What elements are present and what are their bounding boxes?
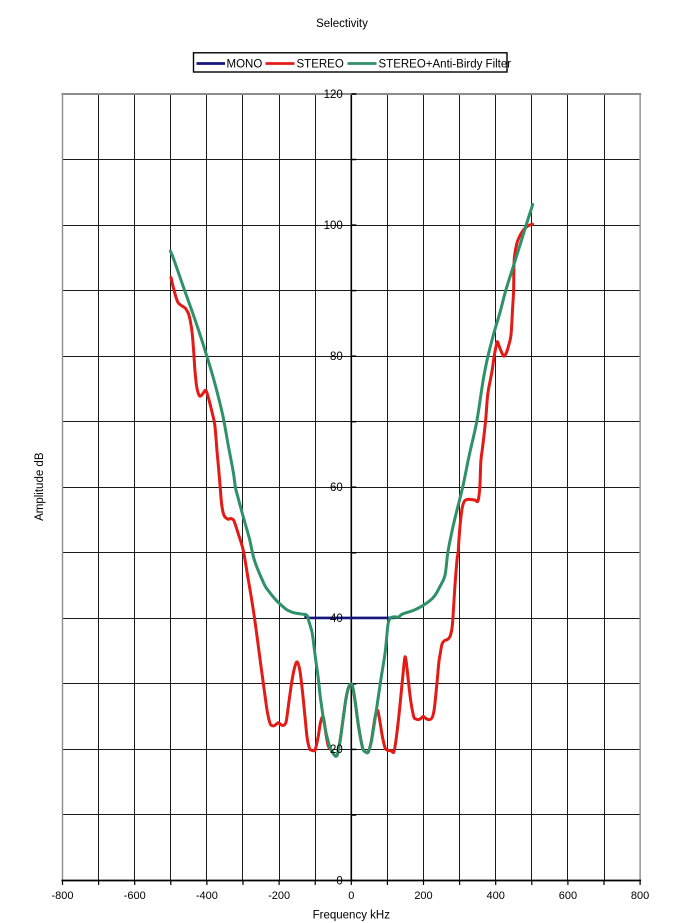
svg-text:MONO: MONO [227,58,263,70]
svg-text:STEREO+Anti-Birdy Filter: STEREO+Anti-Birdy Filter [379,58,512,70]
svg-text:800: 800 [631,890,649,902]
svg-text:600: 600 [559,890,577,902]
svg-text:0: 0 [348,890,354,902]
svg-text:0: 0 [336,875,342,887]
svg-text:20: 20 [330,744,343,756]
svg-text:120: 120 [324,89,343,101]
svg-text:100: 100 [324,220,343,232]
svg-text:400: 400 [487,890,505,902]
svg-text:60: 60 [330,482,343,494]
svg-text:-200: -200 [268,890,290,902]
svg-text:80: 80 [330,351,343,363]
svg-text:STEREO: STEREO [297,58,344,70]
svg-text:Amplitude dB: Amplitude dB [34,452,46,521]
svg-text:-800: -800 [51,890,73,902]
svg-text:40: 40 [330,613,343,625]
svg-text:-600: -600 [124,890,146,902]
svg-text:Selectivity: Selectivity [316,18,368,30]
svg-text:Frequency kHz: Frequency kHz [313,910,391,922]
svg-text:200: 200 [414,890,432,902]
svg-text:-400: -400 [196,890,218,902]
